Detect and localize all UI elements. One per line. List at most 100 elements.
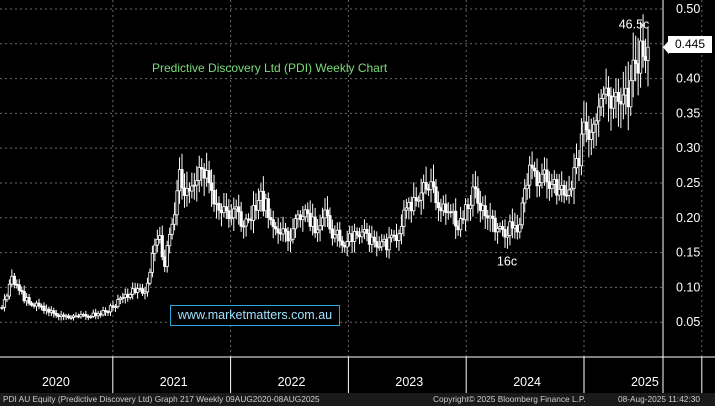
candle-body — [624, 87, 628, 96]
footer-copyright: Copyright© 2025 Bloomberg Finance L.P. — [433, 394, 586, 404]
candle-body — [62, 314, 66, 317]
candle-body — [271, 219, 275, 228]
candle-body — [42, 305, 46, 311]
candle-body — [163, 256, 167, 267]
candle-body — [592, 123, 596, 133]
candle-body — [488, 215, 492, 219]
candle-body — [587, 129, 591, 140]
candle-body — [510, 221, 514, 229]
candle-body — [113, 306, 118, 308]
candle-body — [185, 187, 189, 196]
candle-body — [481, 205, 485, 211]
candle-body — [614, 91, 618, 98]
candle-body — [234, 206, 238, 210]
candle-body — [382, 238, 386, 243]
candle-body — [12, 275, 16, 285]
candle-body — [392, 234, 396, 237]
candle-body — [493, 217, 497, 233]
candle-body — [385, 238, 389, 251]
candle-body — [611, 96, 616, 109]
candle-body — [219, 209, 224, 214]
candle-body — [429, 181, 433, 190]
candle-body — [466, 204, 470, 210]
candle-body — [84, 314, 88, 317]
candle-body — [478, 202, 482, 211]
candle-body — [473, 186, 478, 190]
candle-body — [328, 215, 332, 230]
candle-body — [29, 302, 34, 306]
grid-lines — [0, 0, 703, 357]
candle-body — [471, 186, 475, 206]
candle-body — [25, 297, 29, 302]
candle-body — [409, 201, 413, 212]
candle-body — [52, 310, 56, 314]
candle-body — [446, 211, 450, 214]
candle-body — [513, 224, 517, 229]
candle-body — [616, 91, 621, 102]
candle-body — [227, 210, 231, 220]
candle-body — [79, 314, 83, 318]
candle-body — [360, 231, 364, 238]
candle-body — [133, 288, 137, 293]
candle-body — [387, 237, 391, 251]
candle-body — [545, 169, 549, 183]
candle-body — [190, 185, 194, 192]
candle-body — [631, 59, 635, 82]
annotation-low: 16c — [497, 255, 517, 269]
x-tick-labels: 2020 2021 2022 2023 2024 2025 — [42, 375, 659, 389]
candle-body — [520, 202, 524, 226]
candle-body — [293, 218, 298, 230]
candle-body — [365, 229, 369, 234]
candle-body — [254, 205, 258, 211]
candle-body — [246, 218, 251, 221]
candle-body — [402, 209, 406, 227]
candle-body — [20, 290, 24, 292]
footer-timestamp: 08-Aug-2025 11:42:30 — [618, 394, 700, 404]
candle-body — [217, 202, 221, 211]
candle-body — [461, 218, 465, 221]
candle-body — [377, 246, 381, 249]
candle-body — [483, 205, 487, 217]
candle-body — [375, 241, 379, 248]
x-tick-label: 2021 — [160, 375, 188, 389]
candle-body — [569, 187, 574, 191]
candle-body — [116, 299, 120, 307]
candle-body — [283, 228, 288, 232]
candle-body — [205, 170, 209, 179]
candle-body — [202, 168, 206, 179]
candle-body — [123, 293, 127, 298]
candle-body — [476, 188, 480, 204]
candle-body — [582, 121, 586, 135]
candle-body — [550, 184, 554, 189]
candle-body — [145, 282, 150, 293]
candle-body — [355, 231, 359, 236]
candle-body — [424, 182, 428, 190]
candle-body — [172, 214, 177, 225]
candle-body — [357, 234, 362, 238]
y-tick-label: 0.25 — [676, 176, 700, 190]
candle-body — [237, 206, 241, 213]
candle-body — [515, 224, 519, 233]
candle-body — [32, 304, 36, 307]
y-tick-label: 0.20 — [676, 211, 700, 225]
candle-body — [10, 275, 14, 285]
candle-body — [380, 241, 384, 248]
candle-body — [412, 197, 416, 212]
candle-body — [89, 316, 93, 318]
candle-body — [456, 225, 460, 231]
candle-body — [338, 229, 342, 242]
candle-body — [2, 299, 7, 308]
candle-body — [641, 40, 645, 57]
candle-body — [306, 209, 310, 214]
candle-body — [242, 225, 246, 228]
candle-body — [47, 308, 51, 313]
candle-body — [436, 202, 441, 209]
candle-body — [64, 315, 68, 318]
candle-body — [301, 216, 305, 221]
candle-body — [264, 198, 268, 212]
candle-body — [249, 218, 253, 221]
candle-body — [498, 226, 502, 229]
website-watermark[interactable]: www.marketmatters.com.au — [170, 305, 340, 326]
candle-body — [96, 313, 100, 317]
candlestick-series — [0, 14, 650, 321]
